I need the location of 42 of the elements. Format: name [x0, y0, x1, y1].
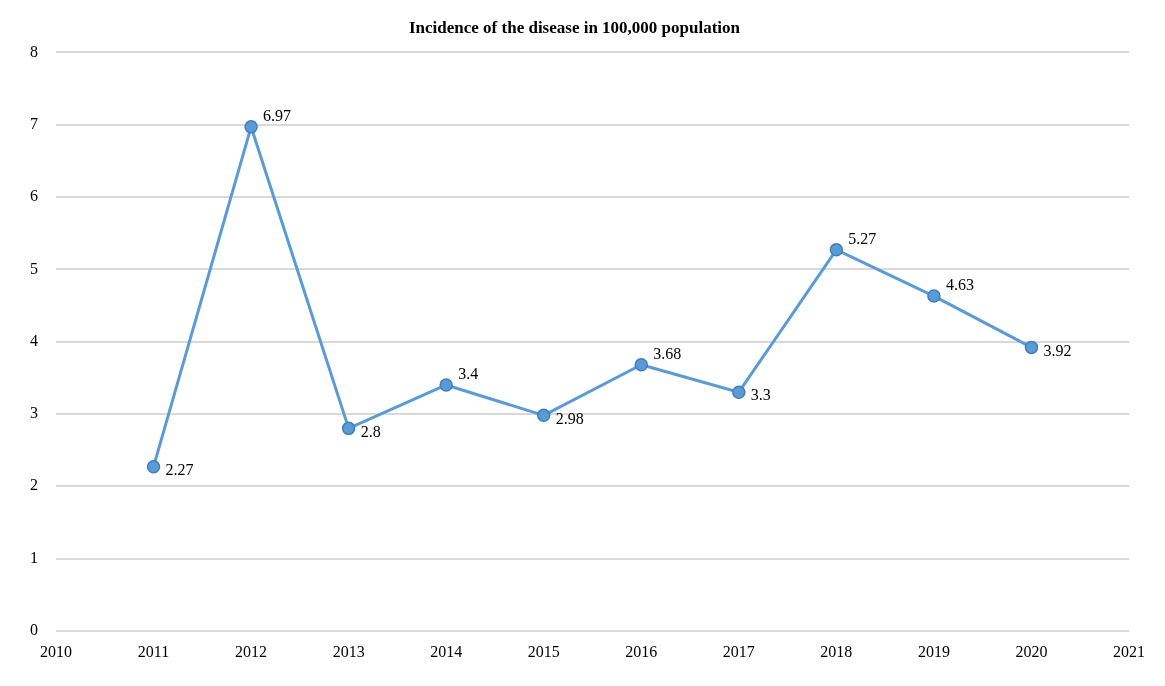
y-tick-label: 3 — [30, 404, 38, 422]
x-tick-label: 2014 — [430, 642, 463, 660]
x-tick-label: 2015 — [527, 642, 560, 660]
data-label: 3.4 — [458, 365, 479, 383]
data-label: 3.3 — [750, 386, 771, 404]
point — [244, 120, 258, 134]
y-tick-label: 4 — [30, 331, 38, 349]
y-tick-label: 8 — [30, 42, 38, 60]
point — [341, 421, 356, 436]
data-label: 5.27 — [848, 229, 877, 247]
point — [829, 243, 844, 257]
y-tick-label: 6 — [30, 187, 38, 205]
data-label: 2.98 — [555, 409, 584, 427]
x-tick-label: 2017 — [722, 642, 755, 660]
x-tick-label: 2011 — [137, 642, 170, 660]
data-label: 4.63 — [945, 276, 974, 294]
y-tick-label: 1 — [30, 548, 38, 566]
point — [732, 385, 746, 399]
y-tick-label: 2 — [30, 476, 38, 494]
point — [634, 357, 649, 372]
data-label: 2.27 — [165, 460, 194, 478]
point — [927, 289, 941, 303]
x-tick-label: 2018 — [820, 642, 853, 660]
point — [146, 459, 161, 474]
data-label: 2.8 — [360, 422, 381, 440]
data-label: 3.68 — [653, 344, 682, 362]
point — [536, 408, 551, 423]
point — [1024, 340, 1039, 355]
chart-title: Incidence of the disease in 100,000 population — [408, 17, 741, 37]
x-tick-label: 2013 — [332, 642, 365, 660]
data-label: 6.97 — [263, 107, 292, 125]
y-tick-label: 5 — [30, 259, 38, 277]
x-tick-label: 2012 — [235, 642, 268, 660]
x-tick-label: 2021 — [1113, 642, 1145, 660]
y-tick-label: 7 — [30, 114, 38, 132]
y-tick-label: 0 — [30, 621, 38, 638]
point — [439, 378, 453, 392]
x-tick-label: 2019 — [917, 642, 950, 660]
x-tick-label: 2016 — [625, 642, 658, 660]
x-tick-label: 2020 — [1015, 642, 1048, 660]
data-label: 3.92 — [1043, 341, 1072, 359]
x-tick-label: 2010 — [40, 642, 72, 660]
